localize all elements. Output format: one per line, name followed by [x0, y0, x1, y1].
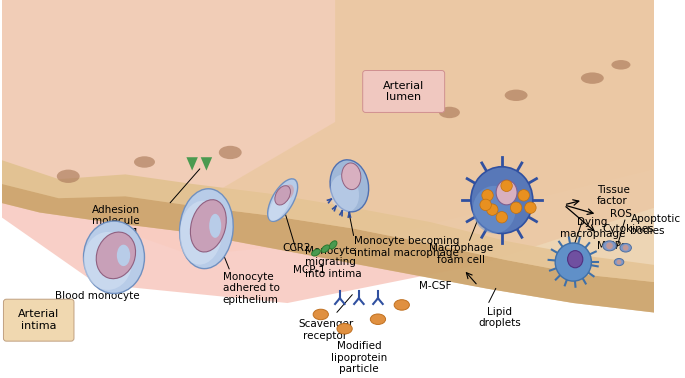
Ellipse shape: [275, 186, 290, 205]
Ellipse shape: [330, 160, 369, 212]
Circle shape: [496, 212, 508, 223]
Ellipse shape: [209, 214, 221, 238]
Ellipse shape: [394, 300, 410, 310]
Polygon shape: [186, 157, 198, 170]
Ellipse shape: [496, 180, 517, 205]
Ellipse shape: [473, 186, 516, 234]
Ellipse shape: [281, 184, 294, 200]
Circle shape: [518, 190, 530, 201]
Text: Monocyte
adhered to
epithelium: Monocyte adhered to epithelium: [223, 271, 279, 305]
Ellipse shape: [117, 245, 130, 266]
Ellipse shape: [612, 60, 630, 70]
Ellipse shape: [505, 90, 527, 101]
Text: CCR2: CCR2: [283, 243, 311, 253]
Ellipse shape: [614, 259, 624, 266]
Polygon shape: [1, 0, 654, 256]
Text: Dying
macrophage: Dying macrophage: [560, 217, 625, 239]
Circle shape: [486, 204, 498, 215]
Text: Monocyte
migrating
into intima: Monocyte migrating into intima: [305, 246, 361, 279]
Text: MCP-1: MCP-1: [293, 265, 325, 275]
Ellipse shape: [439, 107, 460, 118]
Circle shape: [525, 202, 536, 214]
Ellipse shape: [111, 235, 136, 265]
Text: Arterial
lumen: Arterial lumen: [383, 81, 424, 102]
Circle shape: [616, 260, 621, 265]
Ellipse shape: [313, 309, 328, 320]
Text: ROS: ROS: [610, 209, 632, 219]
Circle shape: [510, 202, 522, 214]
Polygon shape: [1, 160, 654, 313]
Ellipse shape: [96, 232, 136, 279]
Text: Macrophage
foam cell: Macrophage foam cell: [429, 243, 493, 265]
Text: M-CSF: M-CSF: [419, 281, 451, 291]
Text: Monocyte becoming
intimal macrophage: Monocyte becoming intimal macrophage: [354, 236, 460, 258]
Ellipse shape: [471, 167, 533, 234]
Ellipse shape: [134, 156, 155, 168]
Text: Modified
lipoprotein
particle: Modified lipoprotein particle: [331, 341, 387, 374]
Ellipse shape: [330, 175, 359, 212]
Ellipse shape: [568, 251, 583, 268]
Text: Adhesion
molecule
VCAM-1: Adhesion molecule VCAM-1: [92, 205, 140, 238]
Text: Tissue
factor: Tissue factor: [597, 184, 630, 206]
Ellipse shape: [219, 146, 242, 159]
Text: Lipid
droplets: Lipid droplets: [479, 307, 521, 328]
Ellipse shape: [84, 232, 132, 290]
Text: Blood monocyte: Blood monocyte: [55, 291, 139, 301]
Ellipse shape: [581, 73, 603, 84]
Text: MMPs: MMPs: [597, 241, 627, 251]
Circle shape: [482, 190, 493, 201]
Ellipse shape: [371, 314, 386, 324]
Ellipse shape: [555, 243, 591, 281]
Ellipse shape: [269, 189, 291, 221]
Ellipse shape: [337, 324, 352, 334]
Ellipse shape: [84, 221, 145, 293]
Ellipse shape: [603, 241, 616, 251]
Ellipse shape: [620, 243, 632, 252]
FancyBboxPatch shape: [3, 299, 74, 341]
Ellipse shape: [329, 241, 337, 249]
Ellipse shape: [312, 249, 321, 256]
Circle shape: [501, 180, 512, 192]
Ellipse shape: [203, 204, 225, 237]
Polygon shape: [1, 0, 654, 282]
Circle shape: [623, 245, 629, 251]
Ellipse shape: [57, 170, 79, 183]
Polygon shape: [201, 157, 212, 170]
Polygon shape: [192, 0, 654, 282]
Ellipse shape: [179, 201, 223, 265]
Text: Scavenger
receptor: Scavenger receptor: [298, 319, 353, 341]
Text: Arterial
intima: Arterial intima: [18, 309, 60, 331]
Ellipse shape: [268, 179, 297, 222]
Polygon shape: [1, 0, 654, 303]
Ellipse shape: [321, 245, 329, 253]
FancyBboxPatch shape: [362, 71, 445, 112]
Polygon shape: [1, 184, 654, 313]
Circle shape: [480, 199, 491, 211]
Circle shape: [606, 243, 613, 249]
Ellipse shape: [342, 163, 361, 190]
Text: Apoptotic
bodies: Apoptotic bodies: [630, 214, 681, 236]
Ellipse shape: [179, 189, 233, 269]
Text: Cytokines: Cytokines: [602, 224, 653, 234]
Ellipse shape: [190, 200, 226, 252]
